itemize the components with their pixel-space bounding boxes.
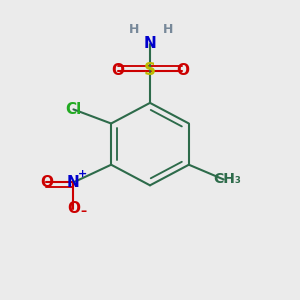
- Text: N: N: [67, 175, 80, 190]
- Text: O: O: [40, 175, 53, 190]
- Text: S: S: [144, 61, 156, 80]
- Text: –: –: [81, 205, 87, 218]
- Text: Cl: Cl: [65, 102, 82, 117]
- Text: CH₃: CH₃: [213, 172, 241, 186]
- Text: O: O: [67, 201, 80, 216]
- Text: O: O: [111, 63, 124, 78]
- Text: +: +: [78, 169, 87, 178]
- Text: N: N: [144, 37, 156, 52]
- Text: H: H: [129, 23, 139, 36]
- Text: H: H: [163, 23, 173, 36]
- Text: O: O: [176, 63, 189, 78]
